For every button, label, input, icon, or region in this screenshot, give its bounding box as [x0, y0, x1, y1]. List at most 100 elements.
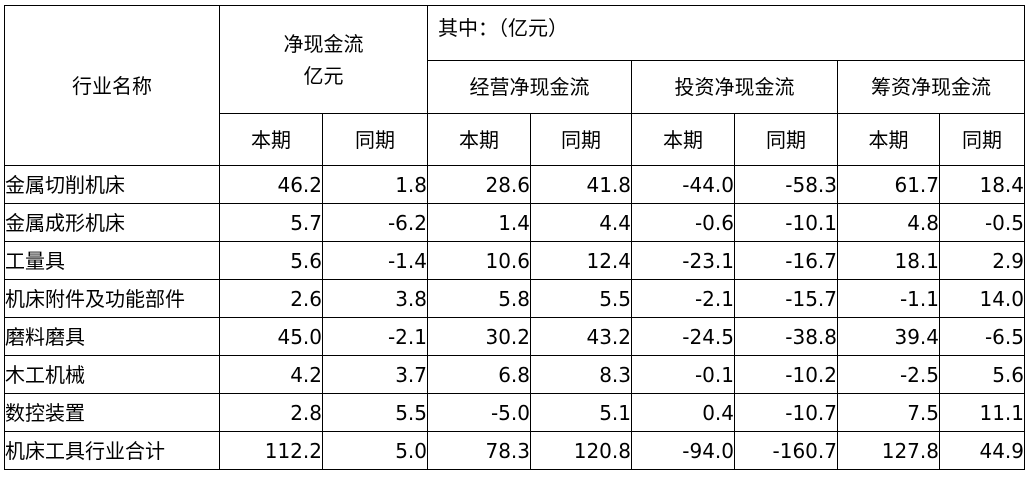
cell-operating-current: 5.8	[427, 279, 531, 318]
cell-investing-current: 0.4	[631, 393, 735, 432]
cell-operating-prior: 12.4	[530, 241, 632, 280]
header-investing-current: 本期	[631, 113, 735, 166]
cell-financing-current: 127.8	[837, 431, 940, 470]
table-row: 金属成形机床 5.7 -6.2 1.4 4.4 -0.6 -10.1 4.8 -…	[4, 203, 1025, 242]
cell-investing-prior: -10.2	[734, 355, 838, 394]
cell-net-prior: 5.5	[322, 393, 428, 432]
header-financing-current: 本期	[837, 113, 940, 166]
cell-investing-current: -0.6	[631, 203, 735, 242]
cell-operating-current: 78.3	[427, 431, 531, 470]
table-row: 工量具 5.6 -1.4 10.6 12.4 -23.1 -16.7 18.1 …	[4, 241, 1025, 280]
cell-financing-current: 18.1	[837, 241, 940, 280]
cell-net-prior: -6.2	[322, 203, 428, 242]
cell-operating-prior: 8.3	[530, 355, 632, 394]
cell-investing-prior: -10.1	[734, 203, 838, 242]
cell-operating-prior: 4.4	[530, 203, 632, 242]
cell-financing-prior: 5.6	[939, 355, 1025, 394]
header-of-which-label: 其中：（亿元）	[438, 16, 568, 40]
cell-investing-prior: -160.7	[734, 431, 838, 470]
row-name: 机床工具行业合计	[4, 431, 220, 470]
cell-investing-current: -23.1	[631, 241, 735, 280]
cell-operating-current: 30.2	[427, 317, 531, 356]
cell-net-current: 5.7	[219, 203, 323, 242]
header-row-2: 经营净现金流 投资净现金流 筹资净现金流	[5, 60, 1025, 114]
cell-operating-prior: 5.1	[530, 393, 632, 432]
cell-net-prior: -1.4	[322, 241, 428, 280]
cash-flow-table: 行业名称 净现金流 亿元 其中：（亿元） 经营净现金流 投资净现金流 筹资净现金…	[4, 4, 1025, 470]
cell-financing-prior: -0.5	[939, 203, 1025, 242]
header-operating-current: 本期	[427, 113, 531, 166]
cell-investing-current: -0.1	[631, 355, 735, 394]
row-name: 磨料磨具	[4, 317, 220, 356]
header-financing: 筹资净现金流	[837, 60, 1025, 114]
row-name: 工量具	[4, 241, 220, 280]
cell-financing-current: -2.5	[837, 355, 940, 394]
cell-financing-prior: -6.5	[939, 317, 1025, 356]
header-financing-prior: 同期	[939, 113, 1025, 166]
header-operating-prior: 同期	[530, 113, 632, 166]
header-net-cash-flow-unit: 亿元	[303, 63, 344, 88]
cell-operating-current: 6.8	[427, 355, 531, 394]
cell-investing-current: -44.0	[631, 165, 735, 204]
cell-operating-prior: 5.5	[530, 279, 632, 318]
cell-net-current: 5.6	[219, 241, 323, 280]
header-net-prior: 同期	[322, 113, 428, 166]
cell-financing-prior: 18.4	[939, 165, 1025, 204]
cell-financing-current: 39.4	[837, 317, 940, 356]
header-net-cash-flow: 净现金流 亿元	[219, 5, 428, 114]
cell-investing-current: -94.0	[631, 431, 735, 470]
table-row: 磨料磨具 45.0 -2.1 30.2 43.2 -24.5 -38.8 39.…	[4, 317, 1025, 356]
cell-financing-prior: 14.0	[939, 279, 1025, 318]
cell-net-prior: 1.8	[322, 165, 428, 204]
cell-investing-prior: -10.7	[734, 393, 838, 432]
cell-net-current: 46.2	[219, 165, 323, 204]
cell-investing-prior: -58.3	[734, 165, 838, 204]
cell-operating-prior: 41.8	[530, 165, 632, 204]
row-name: 数控装置	[4, 393, 220, 432]
header-of-which: 其中：（亿元）	[427, 4, 1025, 62]
header-investing-prior: 同期	[734, 113, 838, 166]
header-industry-name: 行业名称	[4, 5, 220, 166]
header-row-3: 本期 同期 本期 同期 本期 同期 本期 同期	[5, 113, 1025, 166]
header-operating: 经营净现金流	[427, 60, 632, 114]
header-net-cash-flow-label: 净现金流	[283, 31, 364, 56]
cell-financing-prior: 11.1	[939, 393, 1025, 432]
table-row: 金属切削机床 46.2 1.8 28.6 41.8 -44.0 -58.3 61…	[4, 165, 1025, 204]
header-investing: 投资净现金流	[631, 60, 838, 114]
cell-operating-current: 1.4	[427, 203, 531, 242]
cell-net-prior: 3.8	[322, 279, 428, 318]
row-name: 木工机械	[4, 355, 220, 394]
cell-financing-prior: 2.9	[939, 241, 1025, 280]
table-row: 数控装置 2.8 5.5 -5.0 5.1 0.4 -10.7 7.5 11.1	[4, 393, 1025, 432]
row-name: 金属切削机床	[4, 165, 220, 204]
cell-operating-current: 28.6	[427, 165, 531, 204]
cell-financing-prior: 44.9	[939, 431, 1025, 470]
cell-net-current: 45.0	[219, 317, 323, 356]
cell-investing-prior: -38.8	[734, 317, 838, 356]
cell-net-prior: 3.7	[322, 355, 428, 394]
cell-operating-current: 10.6	[427, 241, 531, 280]
cell-financing-current: 7.5	[837, 393, 940, 432]
table-row: 机床附件及功能部件 2.6 3.8 5.8 5.5 -2.1 -15.7 -1.…	[4, 279, 1025, 318]
cell-operating-prior: 120.8	[530, 431, 632, 470]
cell-operating-prior: 43.2	[530, 317, 632, 356]
cell-net-current: 112.2	[219, 431, 323, 470]
row-name: 金属成形机床	[4, 203, 220, 242]
cell-financing-current: 4.8	[837, 203, 940, 242]
cell-net-current: 2.6	[219, 279, 323, 318]
cell-investing-current: -2.1	[631, 279, 735, 318]
header-net-current: 本期	[219, 113, 323, 166]
cell-investing-current: -24.5	[631, 317, 735, 356]
cell-investing-prior: -16.7	[734, 241, 838, 280]
row-name: 机床附件及功能部件	[4, 279, 220, 318]
cell-investing-prior: -15.7	[734, 279, 838, 318]
table-row-total: 机床工具行业合计 112.2 5.0 78.3 120.8 -94.0 -160…	[4, 431, 1025, 470]
cell-financing-current: -1.1	[837, 279, 940, 318]
table-row: 木工机械 4.2 3.7 6.8 8.3 -0.1 -10.2 -2.5 5.6	[4, 355, 1025, 394]
cell-net-prior: -2.1	[322, 317, 428, 356]
cell-net-current: 2.8	[219, 393, 323, 432]
cell-net-prior: 5.0	[322, 431, 428, 470]
cell-operating-current: -5.0	[427, 393, 531, 432]
header-row-1: 行业名称 净现金流 亿元 其中：（亿元）	[4, 4, 1025, 166]
cell-financing-current: 61.7	[837, 165, 940, 204]
